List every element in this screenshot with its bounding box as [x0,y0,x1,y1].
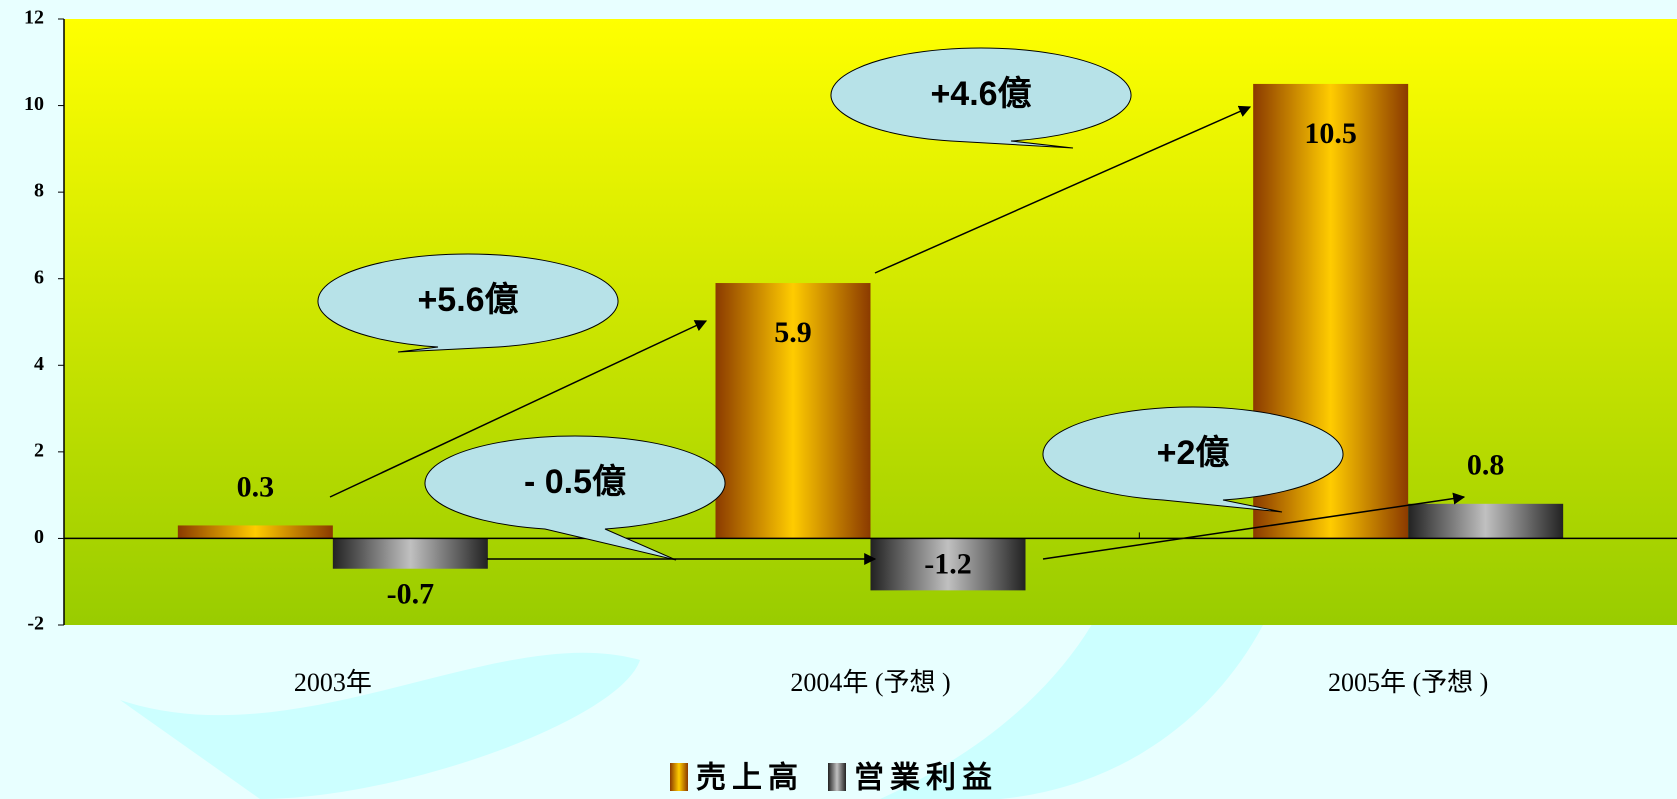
callout [1042,406,1344,513]
x-tick-label: 2004年 (予想 ) [790,668,950,697]
y-tick-label: 10 [24,93,44,115]
callout [317,253,619,353]
callout [424,435,726,561]
annotation: +5.6億 [417,281,518,319]
y-tick-label: 2 [34,439,44,461]
callout [830,47,1132,149]
annotation: +2億 [1157,434,1230,472]
arrow [329,320,708,498]
arrows [329,105,1466,565]
bar [1408,503,1564,539]
y-tick-label: -2 [27,613,44,635]
bar [870,538,1026,591]
bar [332,538,488,569]
x-tick-label: 2003年 [294,668,372,697]
background-shape [120,652,640,799]
y-tick-label: 12 [24,7,44,29]
y-tick-label: 0 [34,526,44,548]
data-label: 0.3 [237,470,275,503]
y-tick-label: 8 [34,180,44,202]
arrow [1042,492,1466,560]
data-label: 5.9 [774,316,812,349]
annotation: - 0.5億 [524,463,626,501]
bar [177,525,333,539]
data-label: -0.7 [387,578,435,611]
legend-label: 売上高 [696,761,804,796]
data-label: 0.8 [1467,449,1505,482]
arrow [874,105,1252,274]
legend-swatch [670,763,688,791]
legend-label: 営業利益 [854,761,998,796]
annotation: +4.6億 [930,75,1031,113]
data-label: -1.2 [924,547,972,580]
y-tick-label: 4 [34,353,44,375]
bar [715,283,871,539]
x-tick-label: 2005年 (予想 ) [1328,668,1488,697]
legend-swatch [828,763,846,791]
y-tick-label: 6 [34,266,44,288]
data-label: 10.5 [1304,117,1357,150]
